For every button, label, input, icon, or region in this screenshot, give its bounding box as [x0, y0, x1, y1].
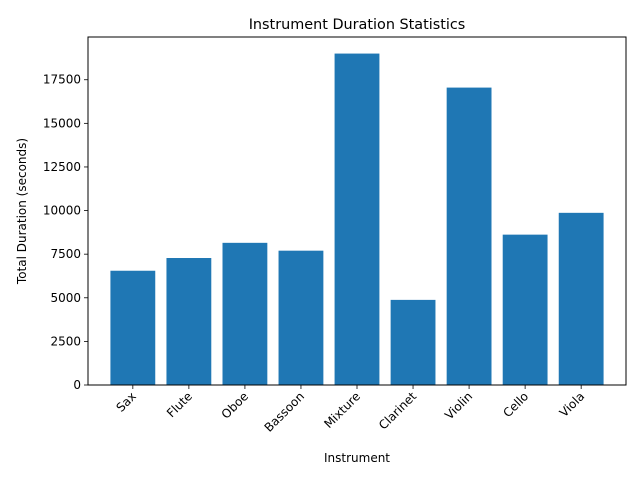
- x-tick-label: Mixture: [321, 389, 363, 431]
- x-tick-label: Viola: [557, 389, 588, 420]
- x-tick-label: Oboe: [219, 389, 251, 421]
- bar-mixture: [334, 53, 380, 385]
- x-tick-label: Sax: [113, 389, 139, 415]
- x-tick-label: Violin: [442, 389, 475, 422]
- x-tick-label: Clarinet: [376, 389, 419, 432]
- bar-cello: [502, 234, 548, 385]
- y-tick-label: 2500: [50, 334, 81, 348]
- bars-group: [110, 53, 604, 385]
- y-tick-label: 7500: [50, 247, 81, 261]
- y-axis-label: Total Duration (seconds): [15, 138, 29, 285]
- bar-oboe: [222, 242, 268, 385]
- bar-clarinet: [390, 299, 436, 385]
- y-tick-label: 10000: [43, 204, 81, 218]
- y-tick-label: 15000: [43, 116, 81, 130]
- chart-title: Instrument Duration Statistics: [249, 17, 466, 33]
- x-tick-label: Bassoon: [262, 389, 308, 435]
- x-tick-label: Cello: [500, 389, 531, 420]
- y-tick-label: 12500: [43, 160, 81, 174]
- plot-frame: [87, 36, 627, 386]
- y-tick-label: 0: [73, 378, 81, 392]
- bar-violin: [446, 87, 492, 385]
- y-axis: 0 2500 5000 7500 10000 12500 15000 17500: [43, 73, 88, 392]
- bar-viola: [558, 212, 604, 385]
- y-tick-label: 5000: [50, 291, 81, 305]
- bar-bassoon: [278, 250, 324, 385]
- x-axis-label: Instrument: [324, 451, 390, 465]
- x-tick-label: Flute: [164, 389, 195, 420]
- x-axis: Sax Flute Oboe Bassoon Mixture Clarinet Violin…: [113, 385, 587, 435]
- bar-flute: [166, 258, 212, 385]
- y-tick-label: 17500: [43, 73, 81, 87]
- bar-sax: [110, 270, 156, 385]
